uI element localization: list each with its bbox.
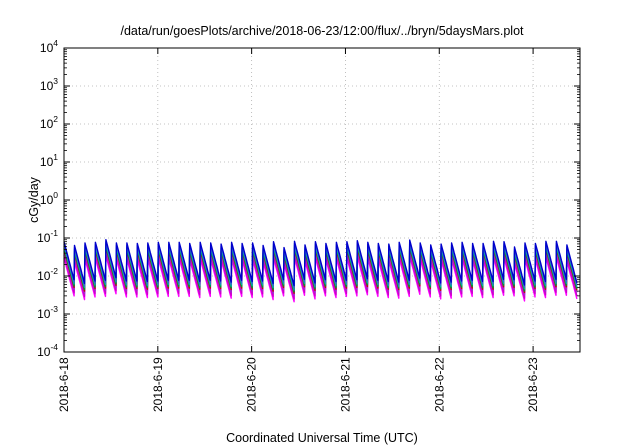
series-line-8: [63, 239, 578, 287]
grid-lines: [64, 48, 580, 352]
y-tick-label: 103: [40, 76, 58, 93]
data-series: [63, 239, 578, 303]
x-tick-label: 2018-6-21: [338, 357, 352, 412]
y-axis-label: cGy/day: [27, 176, 41, 223]
x-tick-label: 2018-6-23: [526, 357, 540, 412]
y-tick-label: 10-2: [37, 266, 58, 283]
y-tick-label: 10-4: [37, 342, 58, 359]
plot-frame: [63, 47, 581, 353]
y-tick-label: 10-1: [37, 228, 58, 245]
y-tick-label: 104: [40, 38, 58, 55]
y-tick-label: 100: [40, 190, 58, 207]
x-axis-label: Coordinated Universal Time (UTC): [226, 431, 418, 445]
y-tick-label: 101: [40, 152, 58, 169]
y-tick-label: 102: [40, 114, 58, 131]
x-tick-label: 2018-6-20: [245, 357, 259, 412]
x-tick-label: 2018-6-19: [151, 357, 165, 412]
x-tick-label: 2018-6-22: [432, 357, 446, 412]
x-axis: 2018-6-18 2018-6-19 2018-6-20 2018-6-21 2018…: [57, 48, 540, 412]
chart-title: /data/run/goesPlots/archive/2018-06-23/1…: [120, 24, 524, 38]
x-tick-label: 2018-6-18: [57, 357, 71, 412]
series-line-1: [63, 255, 578, 303]
y-axis: 104 103 102 101 100 10-1 10-2 10-3 10-4: [37, 38, 580, 359]
y-tick-label: 10-3: [37, 304, 58, 321]
series-line-2: [63, 252, 578, 300]
